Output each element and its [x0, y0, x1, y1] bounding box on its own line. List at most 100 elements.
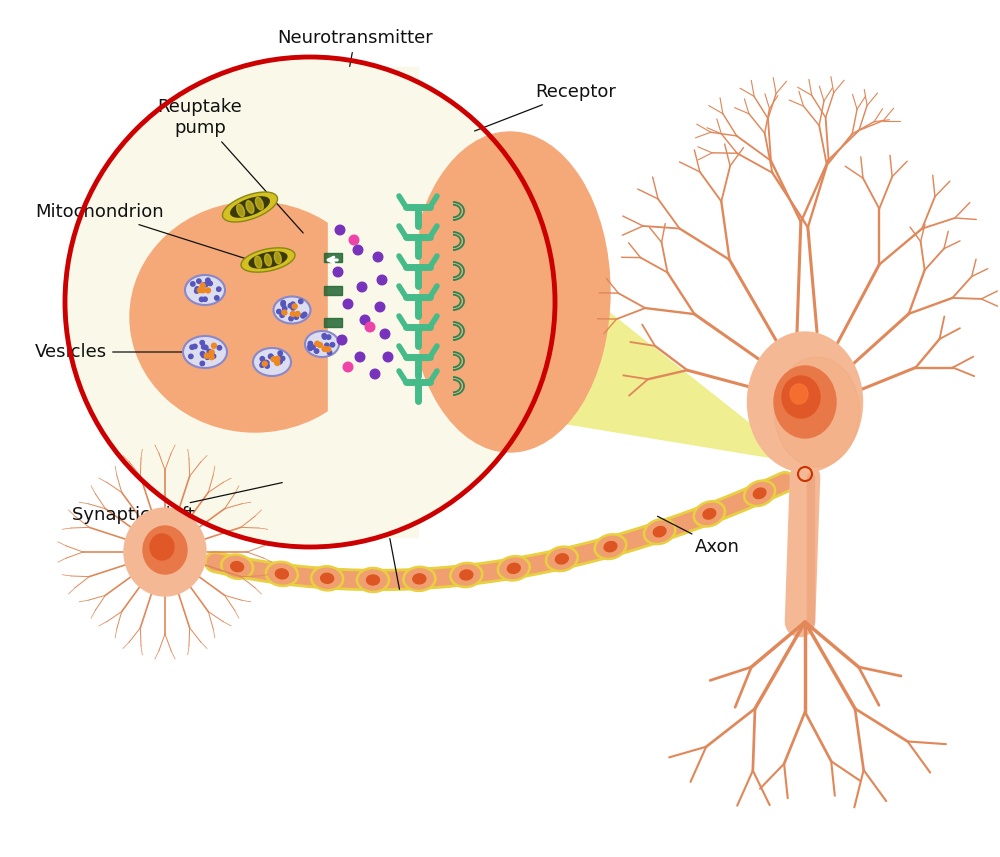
Circle shape	[203, 297, 207, 302]
Circle shape	[295, 311, 300, 316]
Circle shape	[327, 351, 332, 355]
Circle shape	[360, 315, 370, 325]
Ellipse shape	[450, 563, 482, 587]
Ellipse shape	[413, 574, 426, 584]
Circle shape	[200, 351, 205, 356]
Ellipse shape	[774, 357, 860, 467]
Ellipse shape	[748, 332, 863, 472]
Circle shape	[271, 357, 276, 362]
Circle shape	[209, 355, 214, 360]
Circle shape	[326, 335, 331, 339]
Circle shape	[207, 350, 211, 354]
Circle shape	[315, 341, 320, 346]
Circle shape	[377, 275, 387, 285]
Circle shape	[65, 57, 555, 547]
Circle shape	[322, 333, 326, 338]
Ellipse shape	[249, 252, 287, 268]
Circle shape	[260, 363, 264, 368]
Ellipse shape	[744, 481, 775, 506]
Ellipse shape	[221, 554, 253, 578]
Circle shape	[281, 301, 285, 305]
Circle shape	[265, 364, 269, 369]
Circle shape	[349, 235, 359, 245]
Ellipse shape	[357, 568, 389, 592]
Ellipse shape	[265, 254, 271, 266]
Circle shape	[326, 347, 331, 352]
Text: Vesicles: Vesicles	[35, 343, 202, 361]
Circle shape	[380, 329, 390, 339]
Ellipse shape	[410, 132, 610, 452]
Circle shape	[195, 287, 199, 291]
Ellipse shape	[694, 501, 725, 526]
Circle shape	[264, 360, 268, 365]
Circle shape	[280, 357, 285, 361]
Circle shape	[330, 343, 335, 347]
Circle shape	[277, 309, 281, 314]
Circle shape	[208, 281, 212, 285]
Circle shape	[205, 288, 210, 293]
Circle shape	[200, 288, 205, 293]
Circle shape	[290, 311, 295, 316]
Ellipse shape	[266, 562, 298, 586]
Circle shape	[281, 303, 285, 307]
Circle shape	[208, 353, 212, 357]
Circle shape	[275, 357, 280, 362]
Ellipse shape	[130, 202, 380, 432]
Circle shape	[201, 353, 206, 357]
Circle shape	[292, 304, 297, 309]
Circle shape	[197, 288, 202, 292]
Ellipse shape	[703, 509, 716, 519]
Circle shape	[370, 369, 380, 379]
Ellipse shape	[253, 348, 291, 376]
Circle shape	[335, 225, 345, 235]
Text: Mitochondrion: Mitochondrion	[35, 203, 247, 259]
Circle shape	[289, 316, 293, 321]
Circle shape	[278, 359, 282, 363]
Ellipse shape	[185, 275, 225, 305]
Circle shape	[322, 346, 327, 351]
Circle shape	[301, 314, 305, 318]
Circle shape	[265, 361, 269, 365]
Circle shape	[333, 267, 343, 277]
Ellipse shape	[305, 331, 339, 357]
Text: Receptor: Receptor	[475, 83, 616, 131]
Circle shape	[308, 345, 312, 349]
Circle shape	[190, 345, 194, 350]
Circle shape	[343, 299, 353, 309]
Circle shape	[211, 354, 216, 358]
Circle shape	[325, 343, 329, 348]
Ellipse shape	[237, 204, 245, 217]
Circle shape	[196, 288, 201, 292]
Circle shape	[337, 335, 347, 345]
Ellipse shape	[255, 256, 262, 268]
Circle shape	[383, 352, 393, 362]
Text: Neurotransmitter: Neurotransmitter	[277, 29, 433, 170]
Text: Axon: Axon	[657, 516, 740, 556]
Circle shape	[278, 356, 282, 360]
Circle shape	[191, 282, 195, 286]
Ellipse shape	[498, 556, 530, 580]
Circle shape	[299, 299, 303, 303]
Circle shape	[203, 283, 208, 287]
Ellipse shape	[774, 366, 836, 438]
Circle shape	[195, 289, 199, 293]
Ellipse shape	[124, 508, 206, 596]
Circle shape	[199, 297, 204, 302]
Ellipse shape	[274, 252, 281, 264]
Circle shape	[200, 362, 205, 366]
Circle shape	[275, 361, 280, 365]
Circle shape	[282, 306, 287, 311]
Ellipse shape	[653, 526, 666, 536]
Bar	[324, 285, 342, 295]
Circle shape	[278, 351, 282, 356]
Circle shape	[365, 322, 375, 332]
Circle shape	[317, 343, 322, 347]
Circle shape	[355, 352, 365, 362]
Ellipse shape	[366, 575, 379, 585]
Ellipse shape	[275, 569, 288, 578]
Circle shape	[353, 245, 363, 255]
Ellipse shape	[555, 554, 568, 564]
Circle shape	[294, 315, 298, 320]
Circle shape	[288, 303, 293, 308]
Circle shape	[268, 354, 273, 359]
